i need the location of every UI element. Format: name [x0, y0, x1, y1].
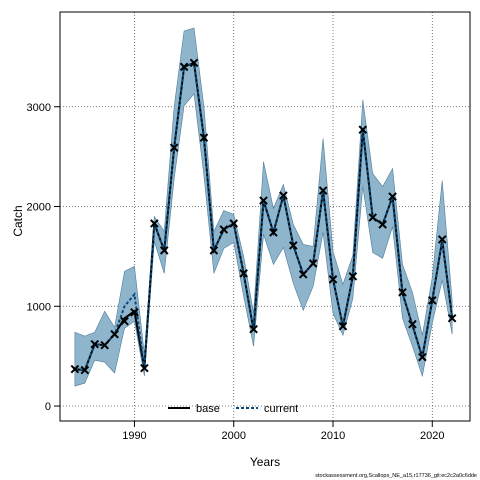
y-axis-title: Catch	[11, 205, 25, 236]
catch-marker-2004	[269, 228, 278, 237]
x-axis-title: Years	[250, 455, 280, 469]
catch-marker-1985	[80, 365, 90, 375]
catch-marker-2021	[437, 235, 447, 244]
catch-marker-1993	[159, 246, 169, 255]
catch-marker-2011	[338, 321, 348, 331]
y-tick-label-2000: 2000	[27, 202, 51, 214]
catch-marker-2005	[279, 191, 288, 200]
catch-marker-1989	[120, 316, 129, 326]
catch-marker-1986	[90, 339, 100, 349]
x-tick-label-2000: 2000	[221, 430, 245, 442]
y-axis: 0 1000 2000 3000	[27, 102, 60, 413]
catch-marker-1990	[130, 307, 139, 317]
catch-marker-2007	[298, 270, 308, 279]
footer-note: stockassessment.org,Scallops_NE_a15,r177…	[315, 473, 477, 479]
catch-marker-2013	[358, 125, 368, 135]
catch-marker-1987	[100, 340, 109, 350]
catch-marker-1995	[179, 62, 189, 72]
catch-marker-2003	[259, 196, 268, 205]
y-tick-label-1000: 1000	[27, 301, 51, 313]
series-line-current	[74, 61, 454, 372]
x-axis: 1990 2000 2010 2020	[122, 421, 445, 442]
catch-marker-2002	[249, 324, 258, 334]
catch-marker-2017	[398, 288, 407, 297]
catch-marker-2001	[239, 269, 248, 278]
catch-markers	[70, 58, 457, 375]
catch-marker-1998	[209, 246, 219, 255]
y-tick-label-3000: 3000	[27, 102, 51, 114]
catch-marker-1988	[110, 329, 119, 339]
x-tick-label-2010: 2010	[321, 430, 345, 442]
catch-marker-1984	[70, 364, 80, 374]
catch-marker-1991	[140, 363, 149, 373]
catch-marker-1992	[150, 219, 159, 228]
catch-marker-1996	[189, 58, 199, 68]
y-tick-label-0: 0	[45, 401, 51, 413]
legend-base-label: base	[196, 403, 220, 415]
catch-marker-2015	[378, 220, 387, 229]
catch-marker-2008	[308, 259, 318, 268]
legend-current-label: current	[264, 403, 298, 415]
catch-marker-1997	[199, 133, 209, 143]
plot-frame	[59, 11, 471, 422]
catch-marker-2016	[388, 192, 397, 201]
catch-marker-1994	[169, 143, 179, 152]
catch-marker-2006	[288, 241, 298, 250]
catch-marker-1999	[219, 225, 229, 234]
catch-marker-2014	[368, 213, 378, 222]
catch-marker-2022	[447, 313, 457, 323]
catch-marker-2020	[427, 295, 437, 305]
x-tick-label-1990: 1990	[122, 430, 146, 442]
catch-marker-2019	[418, 352, 427, 362]
catch-marker-2012	[348, 272, 358, 281]
catch-marker-2000	[229, 219, 239, 228]
x-tick-label-2020: 2020	[420, 430, 444, 442]
legend: base current	[168, 403, 298, 415]
catch-marker-2018	[408, 319, 417, 329]
catch-marker-2009	[318, 186, 328, 195]
catch-marker-2010	[328, 275, 338, 284]
